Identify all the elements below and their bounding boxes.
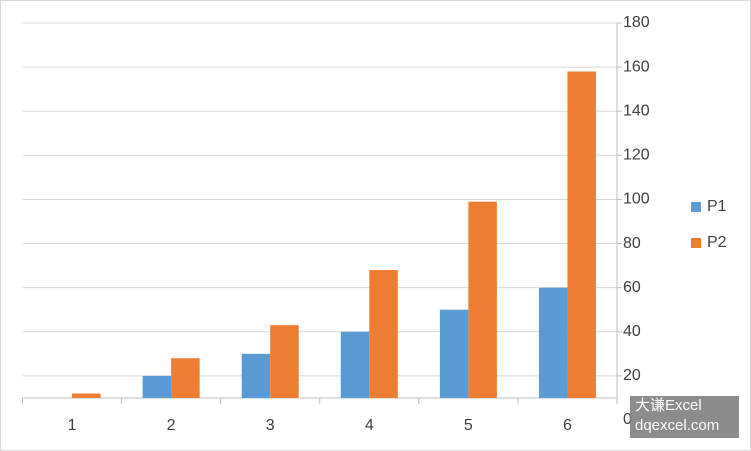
y-tick-label: 120 bbox=[623, 147, 650, 164]
watermark-line2: dqexcel.com bbox=[635, 417, 719, 434]
y-tick-label: 140 bbox=[623, 102, 650, 119]
bar bbox=[439, 309, 469, 398]
bar bbox=[241, 353, 271, 398]
bar bbox=[142, 375, 172, 398]
bar bbox=[468, 201, 497, 398]
y-tick-label: 100 bbox=[623, 191, 650, 208]
bar bbox=[340, 331, 370, 398]
x-tick-label: 2 bbox=[167, 417, 176, 434]
y-tick-label: 20 bbox=[623, 367, 641, 384]
x-tick-label: 5 bbox=[464, 417, 473, 434]
x-tick-label: 3 bbox=[266, 417, 275, 434]
bar bbox=[369, 270, 398, 398]
bar bbox=[538, 287, 568, 398]
legend-label: P2 bbox=[707, 234, 727, 251]
watermark-box bbox=[630, 396, 739, 438]
y-tick-label: 0 bbox=[623, 411, 632, 428]
bar bbox=[567, 71, 596, 398]
legend-swatch bbox=[691, 202, 701, 212]
watermark-line1: 大谦Excel bbox=[635, 397, 702, 414]
y-tick-label: 180 bbox=[623, 14, 650, 31]
y-tick-label: 40 bbox=[623, 323, 641, 340]
y-tick-label: 160 bbox=[623, 58, 650, 75]
x-tick-label: 1 bbox=[68, 417, 77, 434]
x-tick-label: 6 bbox=[563, 417, 572, 434]
watermark: 大谦Excel dqexcel.com bbox=[630, 396, 739, 438]
y-tick-label: 80 bbox=[623, 235, 641, 252]
legend-label: P1 bbox=[707, 198, 727, 215]
y-tick-label: 60 bbox=[623, 279, 641, 296]
bar bbox=[171, 358, 200, 398]
x-tick-label: 4 bbox=[365, 417, 374, 434]
legend-swatch bbox=[691, 238, 701, 248]
bar bbox=[72, 393, 101, 398]
bar bbox=[270, 325, 299, 398]
